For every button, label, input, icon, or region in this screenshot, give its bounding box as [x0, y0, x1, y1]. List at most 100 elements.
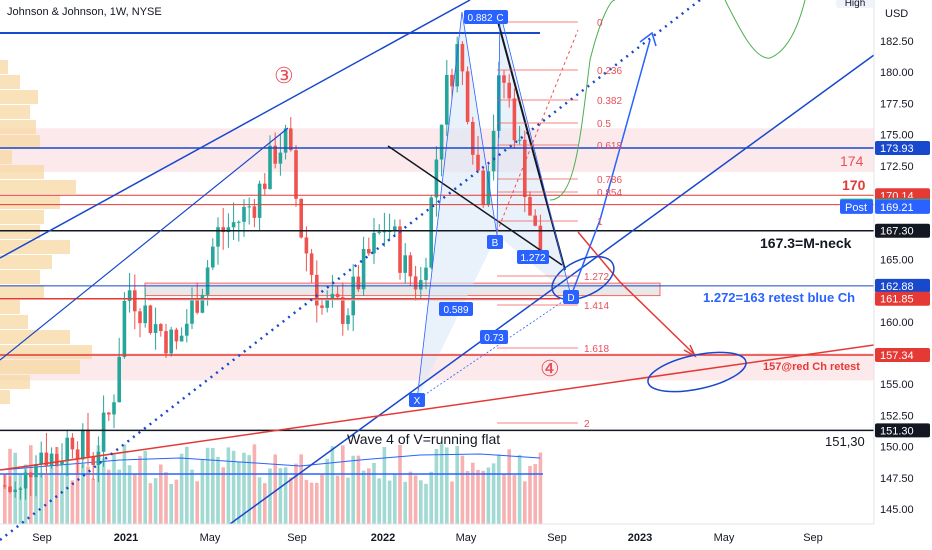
volume-bar: [408, 471, 413, 524]
wave-4-label: ④: [540, 356, 560, 381]
candle-body: [491, 130, 496, 172]
candle-body: [273, 145, 277, 164]
red-channel: [0, 344, 875, 471]
volume-bar: [419, 480, 423, 524]
volume-bar: [341, 445, 345, 524]
volume-bar: [278, 468, 283, 524]
volume-bar: [153, 478, 158, 524]
volume-bar: [481, 470, 485, 524]
fib-label: 0: [597, 18, 603, 29]
m-neck-label: 167.3=M-neck: [760, 235, 852, 251]
candle-body: [263, 183, 267, 190]
price-tag-value: 173.93: [880, 143, 914, 155]
candle-body: [445, 74, 449, 125]
candle-body: [393, 226, 397, 231]
volume-profile: [0, 60, 92, 404]
candle-body: [382, 231, 387, 233]
volume-bar: [49, 453, 54, 524]
candle-body: [268, 145, 272, 190]
volume-bar: [455, 446, 459, 524]
candle-body: [278, 152, 283, 164]
xa-leg: [416, 11, 463, 401]
candle-body: [216, 227, 220, 247]
profile-bar: [0, 90, 38, 104]
price-scale[interactable]: [874, 0, 932, 550]
profile-bar: [0, 120, 36, 134]
time-tick: May: [200, 532, 221, 544]
fib-label: 0.854: [597, 188, 622, 199]
volume-bar: [190, 469, 194, 524]
candle-body: [309, 253, 314, 275]
price-tags: 173.93170.14169.39169.31JNJ169.21Post167…: [840, 140, 930, 438]
volume-bar: [138, 456, 142, 524]
volume-bar: [502, 473, 506, 524]
dotted-trend: [0, 0, 701, 541]
time-tick: May: [714, 532, 735, 544]
profile-bar: [0, 135, 40, 149]
candle-body: [122, 300, 127, 357]
price-tag: [875, 347, 930, 362]
chart-title: Johnson & Johnson, 1W, NYSE: [7, 6, 162, 18]
d-ellipse: [551, 255, 615, 301]
fib-label: 1.414: [584, 301, 609, 312]
volume-bar: [439, 444, 444, 524]
candle-body: [299, 198, 303, 238]
price-tick: 165.00: [880, 254, 914, 266]
candle-body: [242, 206, 246, 222]
candle-body: [34, 464, 38, 478]
candle-body: [304, 237, 309, 254]
price-tick: 152.50: [880, 410, 914, 422]
trend-drawings[interactable]: [0, 0, 875, 541]
volume-bar: [133, 473, 137, 524]
price-tag: [875, 140, 930, 155]
high-button[interactable]: High: [836, 0, 874, 9]
ratio-1272: 1.272: [517, 250, 549, 264]
candle-body: [153, 324, 158, 333]
candle-body: [517, 139, 522, 141]
candle-body: [460, 44, 465, 72]
volume-bar: [507, 449, 511, 524]
candle-body: [81, 429, 85, 460]
fib-label: 0.618: [597, 141, 622, 152]
time-tick: 2022: [371, 532, 395, 544]
volume-bar: [393, 474, 397, 524]
price-tag-label-text: Post: [845, 202, 867, 214]
volume-bar: [351, 455, 355, 524]
volume-bar: [330, 446, 335, 524]
profile-bar: [0, 375, 30, 389]
candle-body: [143, 305, 147, 324]
candle-body: [169, 329, 173, 354]
point-x: X: [409, 393, 425, 407]
volume-bar: [247, 455, 251, 524]
volume-bar: [205, 447, 210, 524]
profile-bar: [0, 285, 44, 299]
svg-text:0.882: 0.882: [467, 13, 492, 24]
candle-body: [91, 456, 95, 466]
volume-bar: [101, 458, 106, 524]
candle-body: [351, 276, 355, 316]
volume-bar: [148, 483, 153, 524]
volume-bar: [273, 454, 277, 524]
fib-label: 0.236: [597, 66, 622, 77]
candle-body: [523, 139, 527, 198]
volume-bar: [320, 474, 324, 524]
volume-bar: [424, 483, 428, 524]
candle-body: [330, 293, 335, 301]
candle-body: [320, 305, 324, 308]
time-axis[interactable]: Sep 2021 May Sep 2022 May Sep 2023 May Sep: [32, 532, 823, 544]
volume-bar: [55, 446, 59, 524]
svg-text:High: High: [845, 0, 866, 9]
candle-body: [127, 290, 132, 301]
candle-body: [289, 128, 293, 151]
volume-bar: [122, 444, 127, 524]
svg-text:X: X: [414, 396, 421, 407]
candle-body: [117, 356, 121, 403]
candle-body: [211, 246, 215, 268]
currency-label: USD: [885, 8, 908, 20]
profile-bar: [0, 300, 20, 314]
profile-bar: [0, 330, 70, 344]
volume-bar: [382, 447, 387, 524]
candle-body: [335, 293, 340, 298]
volume-bar: [143, 450, 147, 524]
